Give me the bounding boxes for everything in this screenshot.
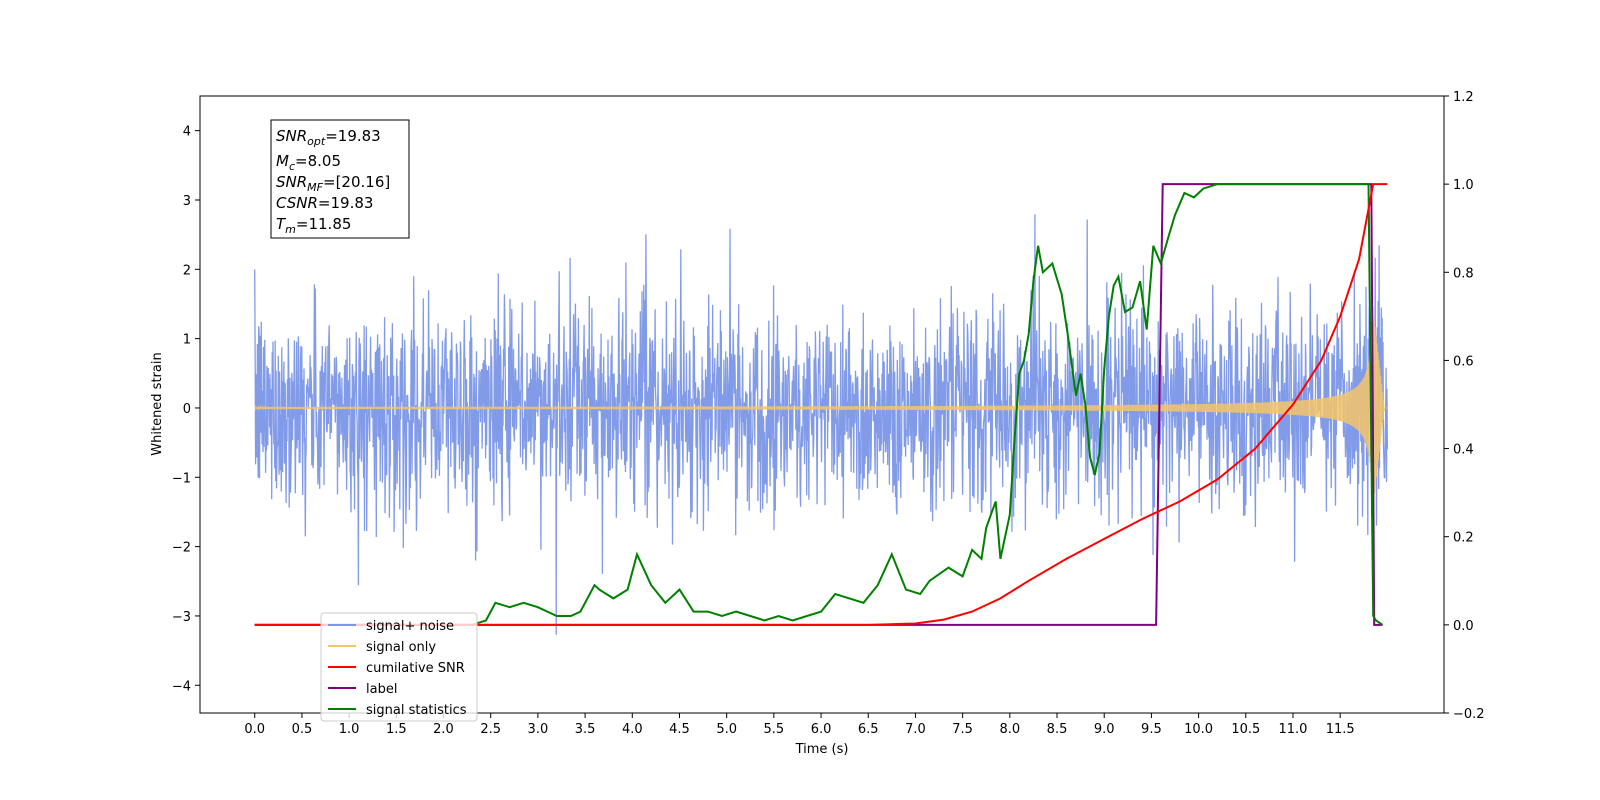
x-tick-label: 10.0 (1184, 722, 1213, 737)
x-tick-label: 4.5 (669, 722, 690, 737)
info-box: SNRopt=19.83 Mc=8.05 SNRMF=[20.16] CSNR=… (270, 119, 410, 239)
y-right-tick-label: 0.0 (1453, 619, 1474, 634)
x-axis-ticks: 0.0 0.5 1.0 1.5 2.0 2.5 3.0 3.5 4.0 4.5 5.0 5.5 6.0 6… (244, 713, 1355, 737)
y-left-tick-label: −4 (172, 679, 191, 694)
y-right-tick-label: −0.2 (1453, 707, 1485, 722)
x-tick-label: 8.5 (1047, 722, 1068, 737)
y-right-tick-label: 1.0 (1453, 178, 1474, 193)
plot-frame (199, 95, 1445, 714)
x-tick-label: 11.0 (1279, 722, 1308, 737)
x-tick-label: 5.5 (764, 722, 785, 737)
x-tick-label: 7.0 (905, 722, 926, 737)
x-tick-label: 8.0 (999, 722, 1020, 737)
y-left-tick-label: 3 (183, 194, 191, 209)
x-tick-label: 4.0 (622, 722, 643, 737)
series-signal-statistics (254, 183, 1384, 626)
y-left-tick-label: 2 (183, 263, 191, 278)
y-left-tick-label: 1 (183, 333, 191, 348)
y-right-tick-label: 0.4 (1453, 443, 1474, 458)
legend: signal+ noise signal only cumilative SNR la… (320, 612, 478, 722)
x-tick-label: 3.0 (528, 722, 549, 737)
y-left-tick-label: 4 (183, 125, 191, 140)
x-axis-label: Time (s) (795, 742, 849, 757)
legend-label: label (366, 682, 397, 697)
plot-area (254, 183, 1389, 635)
legend-label: signal+ noise (366, 619, 454, 634)
x-tick-label: 11.5 (1326, 722, 1355, 737)
x-tick-label: 7.5 (952, 722, 973, 737)
y-left-tick-label: −1 (172, 471, 191, 486)
x-tick-label: 2.5 (480, 722, 501, 737)
legend-label: signal only (366, 640, 436, 655)
series-cumilative-snr (254, 183, 1388, 626)
x-tick-label: 9.0 (1094, 722, 1115, 737)
y-left-tick-label: −3 (172, 610, 191, 625)
x-tick-label: 0.5 (292, 722, 313, 737)
y-axis-label: Whitened strain (150, 352, 165, 455)
x-tick-label: 5.0 (716, 722, 737, 737)
legend-label: cumilative SNR (366, 661, 465, 676)
x-tick-label: 1.5 (386, 722, 407, 737)
legend-label: signal statistics (366, 703, 467, 718)
series-signal-only (254, 307, 1388, 508)
y-left-tick-label: 0 (183, 402, 191, 417)
info-csnr: CSNR=19.83 (276, 194, 373, 212)
y-right-tick-label: 0.6 (1453, 354, 1474, 369)
x-tick-label: 6.0 (811, 722, 832, 737)
info-snr-mf: SNRMF=[20.16] (276, 173, 390, 194)
x-tick-label: 10.5 (1231, 722, 1260, 737)
x-tick-label: 1.0 (339, 722, 360, 737)
series-signal-plus-noise (254, 214, 1389, 635)
x-tick-label: 9.5 (1141, 722, 1162, 737)
y-right-tick-label: 0.2 (1453, 531, 1474, 546)
x-tick-label: 2.0 (433, 722, 454, 737)
info-tm: Tm=11.85 (276, 215, 351, 236)
x-tick-label: 3.5 (575, 722, 596, 737)
y-axis-left-ticks: −4 −3 −2 −1 0 1 2 3 4 (172, 125, 200, 694)
y-left-tick-label: −2 (172, 541, 191, 556)
x-tick-label: 6.5 (858, 722, 879, 737)
x-tick-label: 0.0 (244, 722, 265, 737)
info-snr-opt: SNRopt=19.83 (276, 127, 381, 148)
y-right-tick-label: 0.8 (1453, 266, 1474, 281)
y-right-tick-label: 1.2 (1453, 90, 1474, 105)
info-mc: Mc=8.05 (276, 152, 341, 173)
y-axis-right-ticks: −0.2 0.0 0.2 0.4 0.6 0.8 1.0 1.2 (1444, 90, 1485, 722)
